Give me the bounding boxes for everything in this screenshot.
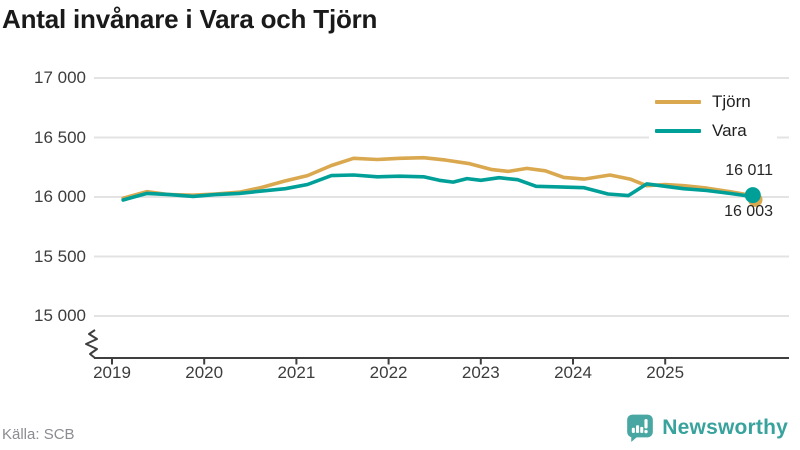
axis-break-squiggle — [85, 329, 98, 359]
vara-end-dot — [744, 187, 761, 204]
vara-line — [121, 173, 755, 202]
tjrn-line — [121, 155, 755, 200]
